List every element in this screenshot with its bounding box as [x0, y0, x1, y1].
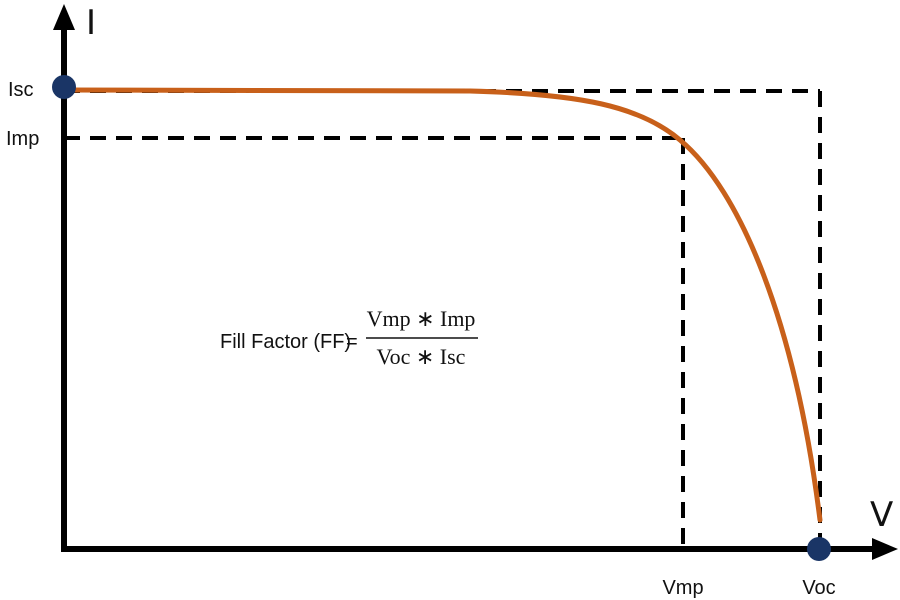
y-axis-label: I — [86, 3, 96, 43]
formula-label: Fill Factor (FF) — [220, 331, 351, 353]
fill-factor-formula: Fill Factor (FF) = Vmp ∗ Imp Voc ∗ Isc — [220, 306, 478, 369]
imp-label: Imp — [6, 128, 39, 150]
voc-marker — [807, 537, 831, 561]
formula-numerator: Vmp ∗ Imp — [367, 306, 476, 331]
formula-denominator: Voc ∗ Isc — [377, 344, 466, 369]
vmp-label: Vmp — [662, 577, 703, 599]
x-axis-arrow — [872, 538, 898, 560]
isc-label: Isc — [8, 79, 34, 101]
x-axis-label: V — [870, 495, 893, 535]
formula-equals: = — [346, 331, 358, 353]
iv-curve — [61, 87, 823, 523]
isc-marker — [52, 75, 76, 99]
voc-label: Voc — [802, 577, 835, 599]
y-axis-arrow — [53, 4, 75, 30]
